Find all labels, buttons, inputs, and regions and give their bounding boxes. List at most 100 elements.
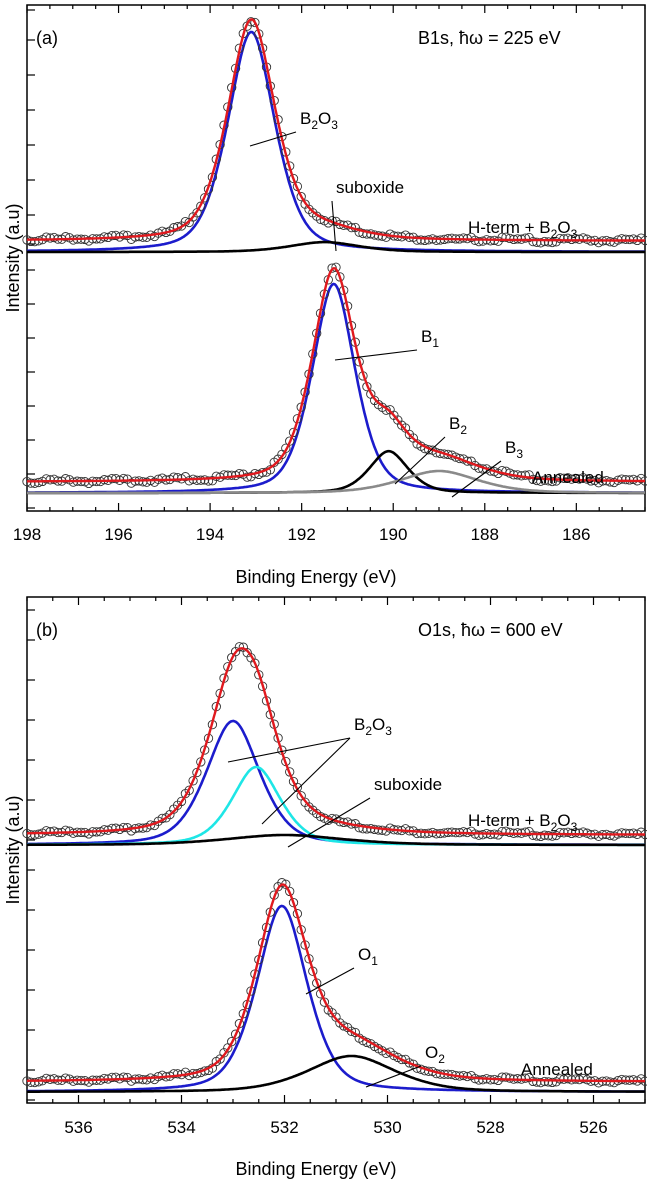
data-point bbox=[122, 230, 133, 241]
leader-line bbox=[305, 967, 355, 995]
data-point bbox=[474, 830, 484, 840]
data-point bbox=[420, 235, 430, 246]
x-tick-label: 198 bbox=[13, 525, 41, 544]
fit-envelope-curve bbox=[27, 267, 645, 483]
data-point bbox=[431, 829, 442, 839]
data-point bbox=[505, 827, 515, 838]
data-point bbox=[207, 476, 218, 486]
data-point bbox=[358, 228, 368, 239]
data-point bbox=[563, 1074, 573, 1084]
y-axis-label: Intensity (a.u) bbox=[3, 795, 23, 904]
data-point bbox=[501, 1072, 511, 1082]
data-point bbox=[458, 233, 469, 243]
data-point bbox=[536, 238, 546, 248]
data-point bbox=[551, 237, 561, 247]
y-axis-label: Intensity (a.u) bbox=[3, 203, 23, 312]
data-point bbox=[543, 1077, 554, 1087]
x-tick-label: 526 bbox=[579, 1118, 607, 1137]
data-point bbox=[26, 1077, 36, 1087]
data-point bbox=[547, 1077, 557, 1088]
leader-line bbox=[227, 737, 351, 763]
fit-envelope-curve bbox=[27, 883, 646, 1083]
data-point bbox=[157, 1070, 167, 1080]
x-axis-label: Binding Energy (eV) bbox=[235, 1159, 396, 1179]
data-point bbox=[563, 233, 573, 243]
data-point bbox=[570, 828, 581, 838]
data-point bbox=[524, 1072, 534, 1083]
data-point bbox=[628, 234, 639, 244]
data-point bbox=[122, 1072, 133, 1083]
spectrum-label: H-term + B2O3 bbox=[468, 811, 578, 834]
data-point bbox=[49, 826, 59, 836]
data-point bbox=[570, 233, 581, 244]
spectrum-label: Annealed bbox=[532, 468, 604, 487]
data-point bbox=[628, 1075, 639, 1085]
component-label-o1: O1 bbox=[358, 945, 378, 968]
data-point bbox=[520, 233, 530, 243]
data-point bbox=[570, 473, 581, 484]
data-point bbox=[578, 1073, 588, 1084]
data-point bbox=[628, 828, 639, 838]
data-point bbox=[142, 1075, 152, 1085]
component-label-b3: B3 bbox=[505, 438, 523, 461]
leader-line bbox=[261, 737, 351, 825]
component-b3-curve bbox=[27, 469, 645, 495]
panel-label: (a) bbox=[36, 28, 58, 48]
data-point bbox=[617, 234, 627, 244]
data-point bbox=[532, 237, 542, 247]
data-point bbox=[578, 473, 588, 483]
data-point bbox=[26, 830, 36, 840]
data-point bbox=[532, 831, 542, 841]
data-point bbox=[609, 1077, 619, 1088]
data-point bbox=[296, 191, 306, 202]
data-point bbox=[536, 1077, 546, 1088]
data-point bbox=[196, 475, 206, 485]
data-point bbox=[551, 830, 561, 841]
leader-line bbox=[334, 349, 418, 361]
plot-frame bbox=[26, 4, 646, 512]
data-point bbox=[358, 824, 368, 834]
data-point bbox=[188, 776, 198, 786]
x-tick-label: 532 bbox=[270, 1118, 298, 1137]
data-point bbox=[478, 236, 488, 246]
chart-title: B1s, ħω = 225 eV bbox=[418, 28, 561, 48]
data-point bbox=[520, 827, 530, 837]
data-point bbox=[288, 427, 299, 438]
fit-envelope-curve bbox=[27, 18, 645, 242]
data-point bbox=[547, 237, 557, 248]
spectrum-h-term-b2o3 bbox=[22, 17, 647, 254]
data-point bbox=[563, 827, 573, 837]
component-label-b2o3: B2O3 bbox=[300, 109, 338, 132]
x-axis-label: Binding Energy (eV) bbox=[235, 567, 396, 587]
data-point bbox=[563, 473, 573, 483]
data-point bbox=[520, 470, 530, 480]
data-point bbox=[149, 1074, 160, 1085]
panel-a-b1s: 198 196 194 192 190 188 186 Binding Energy (eV)… bbox=[3, 4, 647, 587]
data-point bbox=[331, 262, 341, 272]
data-point bbox=[420, 829, 430, 839]
data-point bbox=[609, 831, 619, 841]
component-label-b2: B2 bbox=[449, 414, 467, 437]
data-point bbox=[161, 813, 171, 823]
leader-line bbox=[451, 460, 502, 498]
data-point bbox=[203, 476, 214, 486]
data-point bbox=[26, 478, 36, 488]
component-label-suboxide: suboxide bbox=[374, 775, 442, 794]
data-point bbox=[532, 475, 542, 486]
data-point bbox=[45, 475, 55, 485]
data-point bbox=[45, 233, 55, 243]
data-point bbox=[381, 232, 391, 242]
component-suboxide-curve bbox=[27, 833, 645, 847]
x-tick-label: 536 bbox=[64, 1118, 92, 1137]
leader-line bbox=[331, 200, 337, 252]
data-point bbox=[288, 173, 299, 184]
data-point bbox=[362, 824, 372, 834]
data-point bbox=[570, 1074, 581, 1084]
data-point bbox=[107, 1072, 117, 1083]
data-point bbox=[505, 233, 515, 244]
data-point bbox=[84, 829, 94, 839]
data-point bbox=[532, 1077, 542, 1087]
chart-title: O1s, ħω = 600 eV bbox=[418, 620, 563, 640]
x-tick-label: 534 bbox=[167, 1118, 195, 1137]
spectrum-annealed bbox=[22, 878, 647, 1093]
